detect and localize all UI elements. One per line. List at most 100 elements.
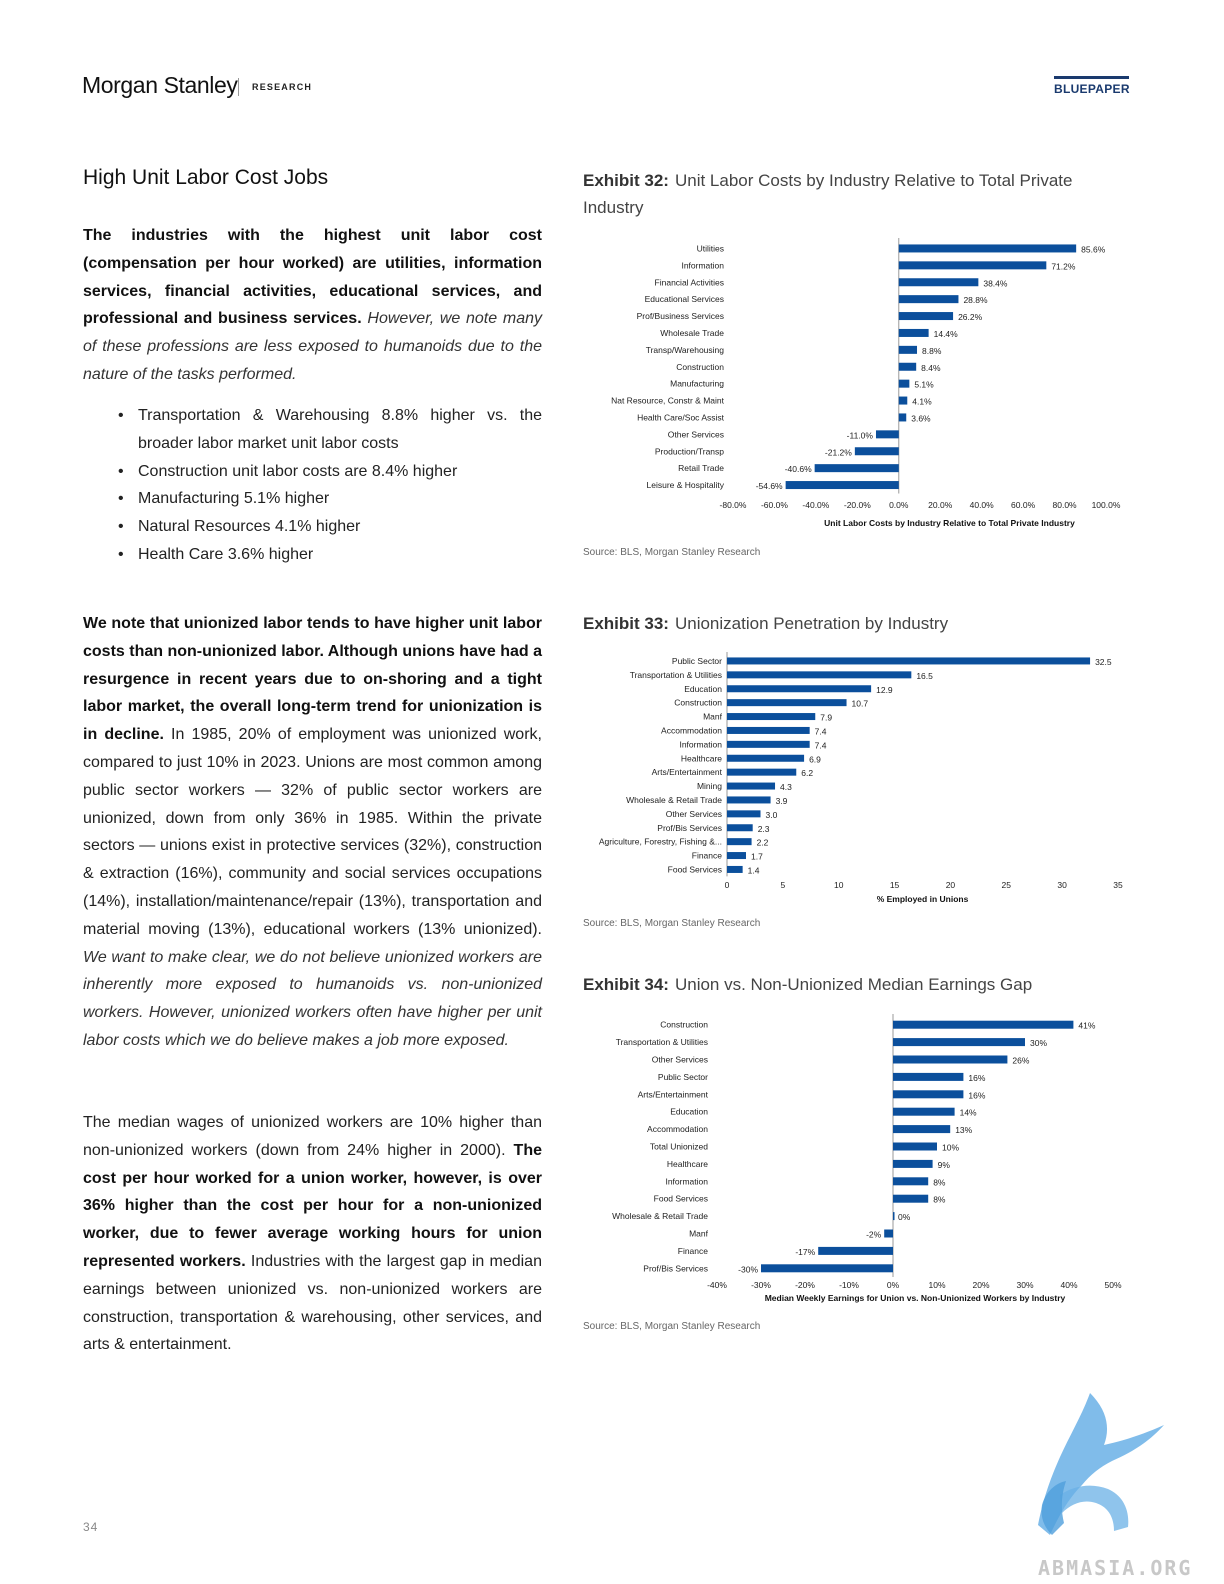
exhibit-33-source: Source: BLS, Morgan Stanley Research <box>583 918 761 929</box>
paragraph-1-italic: However, we note many of these professio… <box>83 310 543 383</box>
data-label: 38.4% <box>983 278 1008 288</box>
category-label: Prof/Bis Services <box>643 1263 708 1273</box>
data-label: 16% <box>968 1073 985 1083</box>
data-label: 7.4 <box>815 740 827 750</box>
category-label: Accommodation <box>661 725 722 735</box>
category-label: Other Services <box>666 809 722 819</box>
data-label: 12.9 <box>876 685 893 695</box>
data-label: -2% <box>866 1230 882 1240</box>
bar <box>893 1107 955 1116</box>
bar <box>893 1020 1074 1029</box>
tick-label: -80.0% <box>720 500 747 510</box>
bar <box>898 261 1047 270</box>
bar <box>875 430 899 439</box>
bar <box>785 481 899 490</box>
category-label: Manufacturing <box>670 379 724 389</box>
tick-label: 0 <box>725 880 730 890</box>
category-label: Transportation & Utilities <box>616 1037 708 1047</box>
data-label: 85.6% <box>1081 244 1106 254</box>
data-label: 5.1% <box>914 380 934 390</box>
tick-label: 20% <box>972 1280 989 1290</box>
bar <box>854 447 899 456</box>
tick-label: 15 <box>890 880 900 890</box>
data-label: 4.1% <box>912 397 932 407</box>
category-label: Healthcare <box>667 1159 708 1169</box>
paragraph-3-text-2: Industries with the largest gap in media… <box>83 1252 542 1354</box>
data-label: 6.2 <box>801 768 813 778</box>
data-label: 16% <box>968 1090 985 1100</box>
category-label: Construction <box>674 698 722 708</box>
data-label: 14% <box>960 1108 977 1118</box>
tick-label: 10 <box>834 880 844 890</box>
category-label: Other Services <box>668 429 724 439</box>
bar <box>727 865 743 873</box>
tick-label: 20 <box>946 880 956 890</box>
bar <box>893 1142 937 1151</box>
category-label: Education <box>684 684 722 694</box>
category-label: Public Sector <box>658 1072 708 1082</box>
category-label: Food Services <box>654 1194 708 1204</box>
x-axis-title: Median Weekly Earnings for Union vs. Non… <box>765 1293 1066 1303</box>
bar <box>898 295 959 304</box>
bar <box>727 796 771 804</box>
data-label: 1.4 <box>748 865 760 875</box>
tick-label: 20.0% <box>928 500 953 510</box>
tick-label: -40% <box>707 1280 727 1290</box>
category-label: Mining <box>697 781 722 791</box>
data-label: 41% <box>1078 1021 1095 1031</box>
data-label: 3.0 <box>766 810 778 820</box>
category-label: Wholesale & Retail Trade <box>612 1211 708 1221</box>
category-label: Utilities <box>697 243 724 253</box>
bullet-item: Manufacturing 5.1% higher <box>118 485 542 513</box>
data-label: 4.3 <box>780 782 792 792</box>
tick-label: 30 <box>1057 880 1067 890</box>
exhibit-32-source: Source: BLS, Morgan Stanley Research <box>583 547 761 558</box>
exhibit-32-chart: Utilities 85.6% Information 71.2% Financial … <box>611 238 1121 528</box>
tick-label: 5 <box>780 880 785 890</box>
bar <box>898 244 1077 253</box>
bar <box>893 1177 929 1186</box>
bar <box>893 1090 964 1099</box>
exhibit-33-title: Exhibit 33: Unionization Penetration by I… <box>583 610 1129 637</box>
bar <box>727 768 797 776</box>
tick-label: 80.0% <box>1053 500 1078 510</box>
tick-label: 10% <box>928 1280 945 1290</box>
category-label: Nat Resource, Constr & Maint <box>611 396 725 406</box>
tick-label: 30% <box>1016 1280 1033 1290</box>
data-label: 71.2% <box>1051 261 1076 271</box>
data-label: 7.4 <box>815 726 827 736</box>
bar <box>898 396 908 405</box>
header-divider <box>238 78 239 96</box>
paragraph-3-bold: The cost per hour worked for a union wor… <box>83 1141 542 1270</box>
category-label: Financial Activities <box>655 277 724 287</box>
bar <box>818 1246 893 1255</box>
data-label: -11.0% <box>847 430 874 440</box>
exhibit-34-chart: Construction 41% Transportation & Utilitie… <box>612 1014 1122 1303</box>
data-label: 2.3 <box>758 824 770 834</box>
bar <box>727 754 805 762</box>
data-label: 2.2 <box>757 838 769 848</box>
paragraph-2-text: In 1985, 20% of employment was unionized… <box>83 726 542 938</box>
data-label: 28.8% <box>963 295 988 305</box>
category-label: Total Unionized <box>650 1142 708 1152</box>
bar <box>898 328 929 337</box>
tick-label: 60.0% <box>1011 500 1036 510</box>
exhibit-32-title: Exhibit 32: Unit Labor Costs by Industry … <box>583 167 1129 221</box>
category-label: Prof/Business Services <box>637 311 724 321</box>
brand-logo: Morgan Stanley <box>82 72 238 98</box>
bar <box>761 1264 893 1273</box>
bar <box>727 671 912 679</box>
tick-label: 25 <box>1002 880 1012 890</box>
tick-label: 35 <box>1113 880 1123 890</box>
bar <box>898 413 907 422</box>
data-label: 10% <box>942 1143 959 1153</box>
bar <box>898 312 954 321</box>
tick-label: 40.0% <box>970 500 995 510</box>
data-label: 14.4% <box>934 329 959 339</box>
bullet-item: Health Care 3.6% higher <box>118 541 542 569</box>
data-label: 1.7 <box>751 852 763 862</box>
data-label: -17% <box>795 1247 815 1257</box>
category-label: Food Services <box>668 864 722 874</box>
data-label: 32.5 <box>1095 657 1112 667</box>
bar <box>814 464 899 473</box>
